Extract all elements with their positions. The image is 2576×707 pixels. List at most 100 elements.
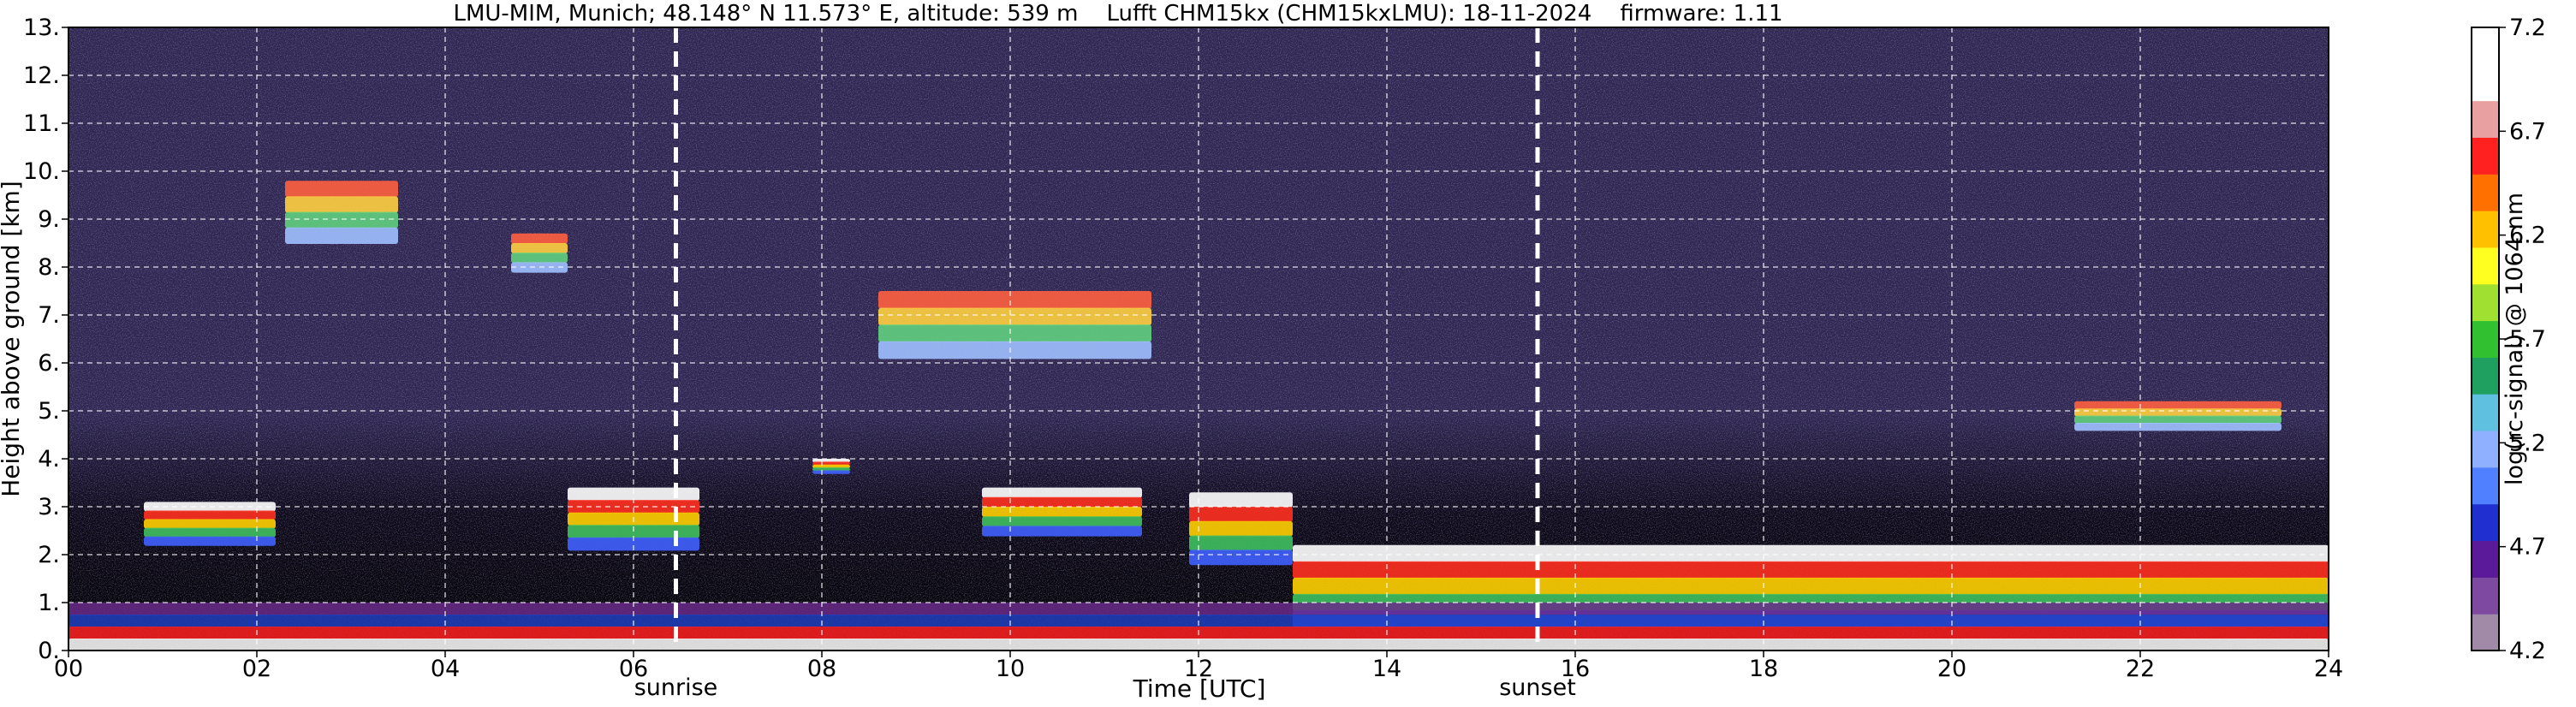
axes-layer: 00 02 04 06 08 10 12 14 16 18 20 22 24 0. 1. 2. 3. 4. 5. 6.… <box>23 15 2343 701</box>
y-tick-label: 13. <box>23 15 60 41</box>
feature-band <box>1189 507 1293 522</box>
colorbar-segment <box>2472 357 2499 395</box>
y-tick-label: 6. <box>38 350 60 377</box>
feature-band <box>1189 492 1293 508</box>
colorbar-tick-label: 4.2 <box>2509 638 2546 664</box>
y-tick-label: 4. <box>38 446 60 472</box>
feature-band <box>982 507 1142 518</box>
x-tick-label: 12 <box>1184 656 1213 682</box>
feature-band <box>1189 550 1293 566</box>
colorbar-segment <box>2472 614 2499 651</box>
feature-band <box>2074 423 2282 431</box>
y-tick-label: 0. <box>38 638 60 664</box>
colorbar-segment <box>2472 283 2499 322</box>
y-tick-label: 1. <box>38 590 60 616</box>
grid-layer <box>68 27 2329 651</box>
feature-band <box>285 196 398 213</box>
annotation-layer <box>674 27 1540 651</box>
colorbar-segment <box>2472 174 2499 211</box>
y-tick-label: 2. <box>38 542 60 568</box>
feature-band <box>878 324 1151 342</box>
feature-band <box>982 526 1142 537</box>
colorbar-segment <box>2472 431 2499 468</box>
colorbar-tick-label: 6.2 <box>2509 223 2546 249</box>
feature-band <box>1189 535 1293 551</box>
feature-band <box>1293 544 2329 562</box>
x-tick-label: 02 <box>242 656 271 682</box>
feature-band <box>2074 401 2282 410</box>
feature-band <box>144 510 276 520</box>
feature-cirrus <box>2074 401 2282 431</box>
colorbar-segment <box>2472 394 2499 431</box>
colorbar-tick-label: 7.2 <box>2509 15 2546 41</box>
y-tick-label: 7. <box>38 302 60 329</box>
feature-cloud <box>144 502 276 546</box>
colorbar-tick-label: 5.7 <box>2509 326 2546 353</box>
feature-band <box>878 307 1151 326</box>
feature-band <box>1189 520 1293 537</box>
feature-cirrus <box>878 291 1151 359</box>
x-tick-label: 20 <box>1937 656 1966 682</box>
y-tick-label: 11. <box>23 110 60 137</box>
colorbar-tick-label: 5.2 <box>2509 430 2546 456</box>
feature-band <box>285 181 398 198</box>
colorbar-segment <box>2472 63 2499 102</box>
feature-band <box>982 516 1142 527</box>
y-tick-label: 3. <box>38 494 60 520</box>
feature-band <box>144 519 276 529</box>
feature-band <box>982 487 1142 498</box>
colorbar-segment <box>2472 137 2499 175</box>
annotation-label: sunset <box>1499 674 1576 701</box>
x-tick-label: 24 <box>2314 656 2343 682</box>
feature-band <box>144 527 276 538</box>
feature-band <box>982 496 1142 508</box>
feature-band <box>511 233 568 244</box>
y-tick-label: 12. <box>23 62 60 89</box>
annotation-label: sunrise <box>634 674 718 701</box>
x-tick-label: 16 <box>1561 656 1590 682</box>
feature-band <box>568 487 699 502</box>
colorbar-segment <box>2472 211 2499 248</box>
feature-band <box>144 536 276 546</box>
colorbar-segment <box>2472 100 2499 138</box>
feature-band <box>812 470 850 474</box>
x-tick-label: 22 <box>2126 656 2155 682</box>
feature-band <box>2074 415 2282 424</box>
feature-band <box>2074 408 2282 417</box>
colorbar-segment <box>2472 577 2499 615</box>
colorbar-segment <box>2472 247 2499 285</box>
feature-band <box>511 253 568 264</box>
colorbar-label: log(rc-signal) @ 1064 nm <box>2502 193 2528 485</box>
y-tick-label: 10. <box>23 158 60 185</box>
feature-band <box>568 537 699 551</box>
x-tick-label: 06 <box>619 656 648 682</box>
colorbar-segment <box>2472 466 2499 505</box>
feature-cloud <box>812 459 850 474</box>
feature-band <box>1293 577 2329 595</box>
plot-area <box>68 27 2329 651</box>
colorbar-tick-label: 4.7 <box>2509 534 2546 561</box>
feature-band <box>1293 561 2329 579</box>
feature-band <box>878 291 1151 309</box>
x-axis-label: Time [UTC] <box>1133 674 1266 703</box>
colorbar-stops <box>2472 27 2499 651</box>
feature-band <box>285 227 398 244</box>
x-tick-label: 08 <box>807 656 836 682</box>
chart-title: LMU-MIM, Munich; 48.148° N 11.573° E, al… <box>453 1 1782 27</box>
feature-band <box>568 525 699 538</box>
colorbar-segment <box>2472 503 2499 542</box>
feature-band <box>511 243 568 254</box>
feature-cirrus <box>511 233 568 273</box>
x-tick-label: 18 <box>1749 656 1778 682</box>
colorbar-ticks: 4.2 4.7 5.2 5.7 6.2 6.7 7.2 <box>2499 15 2546 664</box>
feature-cirrus <box>285 181 398 244</box>
y-axis-label: Height above ground [km] <box>0 181 25 497</box>
feature-cloud <box>1189 492 1293 566</box>
x-tick-label: 04 <box>431 656 460 682</box>
colorbar: 4.2 4.7 5.2 5.7 6.2 6.7 7.2 log(rc-signal) @ 1… <box>2471 15 2546 664</box>
y-tick-label: 9. <box>38 206 60 233</box>
colorbar-tick-label: 6.7 <box>2509 118 2546 145</box>
x-tick-label: 00 <box>54 656 83 682</box>
y-tick-label: 8. <box>38 254 60 281</box>
x-tick-label: 14 <box>1372 656 1401 682</box>
